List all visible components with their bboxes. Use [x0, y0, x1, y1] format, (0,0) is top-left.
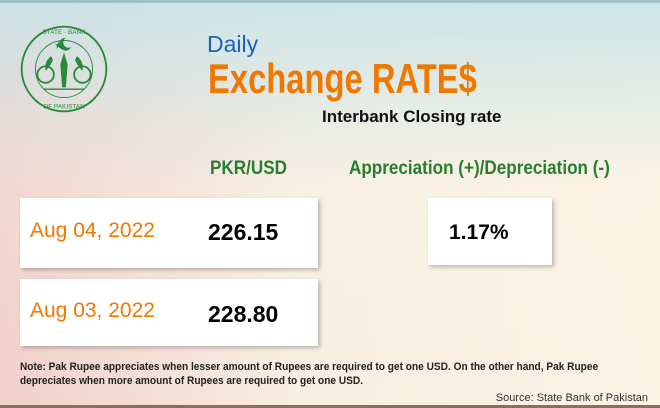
logo-text-bottom: OF PAKISTAN	[43, 104, 85, 111]
row-date: Aug 03, 2022	[30, 299, 155, 322]
change-box	[428, 198, 552, 265]
row-date: Aug 04, 2022	[30, 219, 155, 242]
row-rate: 226.15	[208, 219, 279, 245]
page-title: Exchange RATE$	[208, 55, 477, 102]
subtitle: Interbank Closing rate	[322, 107, 502, 126]
rate-row-1	[20, 198, 318, 268]
state-bank-logo: STATE · BANK OF PAKISTAN	[20, 25, 108, 113]
change-value: 1.17%	[449, 221, 509, 244]
source-text: Source: State Bank of Pakistan	[495, 392, 648, 404]
note-text: Note: Pak Rupee appreciates when lesser …	[20, 361, 599, 387]
logo-text-top: STATE · BANK	[42, 29, 86, 36]
column-header-rate: PKR/USD	[210, 158, 287, 179]
row-rate: 228.80	[208, 301, 279, 327]
daily-label: Daily	[207, 31, 259, 57]
rate-row-2	[20, 279, 318, 346]
column-header-change: Appreciation (+)/Depreciation (-)	[349, 158, 610, 179]
